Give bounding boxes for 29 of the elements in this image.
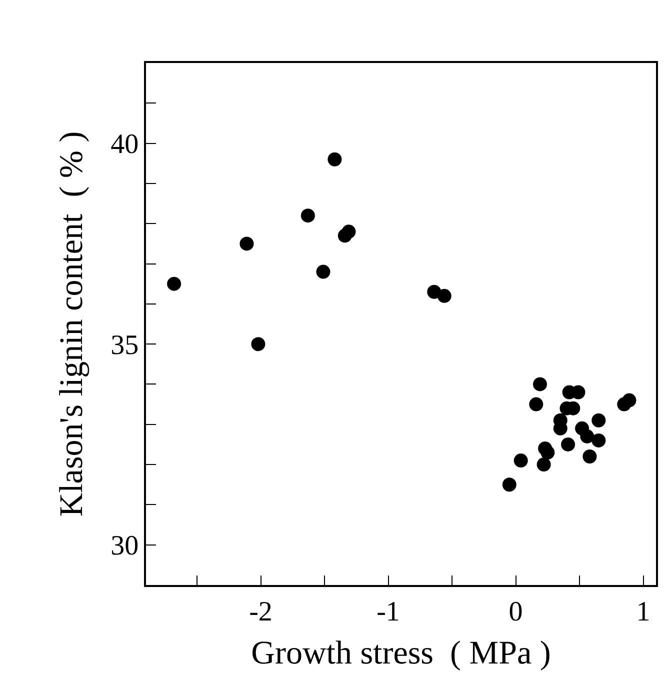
y-tick-label: 40	[110, 129, 139, 160]
point	[328, 152, 342, 166]
point	[582, 450, 597, 464]
x-tick-label: -1	[376, 596, 400, 628]
point	[592, 413, 606, 428]
point	[316, 264, 330, 279]
x-tick-label: -2	[249, 596, 272, 628]
y-tick-label: 35	[110, 330, 139, 361]
point	[342, 224, 356, 239]
point	[529, 397, 544, 412]
x-axis-title: Growth stress ( MPa )	[251, 635, 551, 672]
point	[622, 393, 636, 408]
point	[300, 208, 315, 223]
x-tick-label: 0	[508, 596, 523, 628]
point	[561, 437, 576, 452]
y-tick-label: 30	[110, 530, 139, 562]
point	[592, 433, 606, 448]
point	[532, 377, 547, 392]
point	[540, 445, 555, 460]
point	[167, 276, 182, 291]
point	[251, 337, 266, 352]
point	[580, 429, 594, 444]
x-tick-label: 1	[636, 596, 650, 628]
point	[502, 478, 516, 492]
point	[240, 236, 254, 251]
point	[437, 288, 452, 303]
point	[536, 458, 551, 472]
y-axis-title: Klason's lignin content ( % )	[54, 131, 90, 517]
point	[514, 454, 528, 468]
